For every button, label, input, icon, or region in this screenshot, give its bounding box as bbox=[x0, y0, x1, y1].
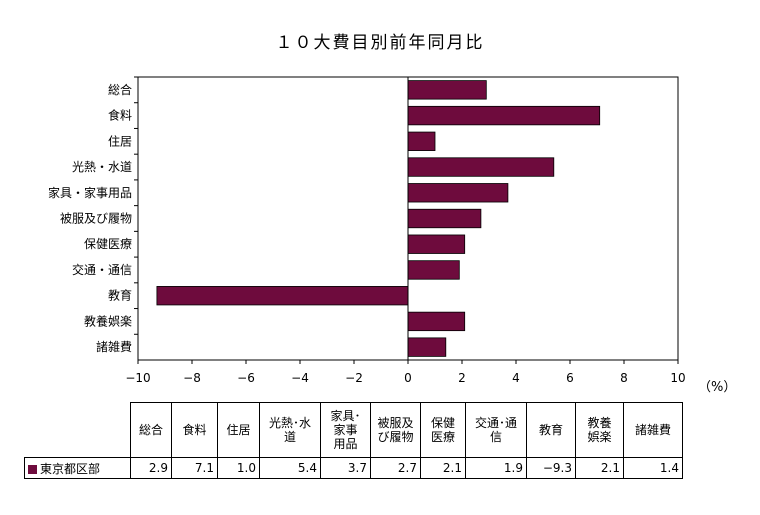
column-header: 光熱･水道 bbox=[259, 402, 321, 458]
bar-7 bbox=[407, 260, 460, 280]
series-color-marker bbox=[28, 464, 37, 474]
bar-8 bbox=[156, 286, 409, 306]
column-header: 被服及 び履物 bbox=[370, 402, 421, 458]
unit-label: （%） bbox=[698, 380, 737, 395]
column-header: 食料 bbox=[171, 402, 218, 458]
category-label: 被服及び履物 bbox=[60, 212, 132, 226]
table-row: 東京都区部 2.9 7.1 1.0 5.4 3.7 2.7 2.1 1.9 −9.3 2.1 1.4 bbox=[24, 457, 683, 479]
table-cell: 2.1 bbox=[420, 457, 466, 479]
bar-0 bbox=[407, 80, 487, 100]
category-label: 教育 bbox=[108, 288, 132, 303]
table-cell: 5.4 bbox=[259, 457, 321, 479]
category-label: 交通・通信 bbox=[72, 262, 132, 277]
table-cell: 7.1 bbox=[171, 457, 218, 479]
category-label: 諸雑費 bbox=[96, 339, 132, 354]
category-label: 光熱・水道 bbox=[72, 160, 132, 174]
table-corner bbox=[24, 402, 131, 458]
column-header: 諸雑費 bbox=[623, 402, 683, 458]
column-header: 教養 娯楽 bbox=[575, 402, 624, 458]
x-tick-label: −6 bbox=[237, 371, 255, 385]
category-label: 総合 bbox=[108, 82, 132, 97]
table-cell: 1.4 bbox=[623, 457, 683, 479]
series-name: 東京都区部 bbox=[40, 461, 101, 476]
x-tick-label: 8 bbox=[620, 371, 628, 385]
x-tick-label: 6 bbox=[566, 371, 574, 385]
x-tick-label: −2 bbox=[345, 371, 363, 385]
bar-5 bbox=[407, 208, 482, 229]
table-cell: 2.9 bbox=[130, 457, 172, 479]
table-header-row: 総合 食料 住居 光熱･水道家具･ 家事 用品 被服及 び履物 保健 医療 交通･通信教育 教養 娯楽諸… bbox=[24, 402, 683, 458]
column-header: 保健 医療 bbox=[420, 402, 466, 458]
bar-9 bbox=[407, 311, 466, 332]
series-row-label: 東京都区部 bbox=[24, 457, 131, 479]
table-cell: 2.1 bbox=[575, 457, 624, 479]
bar-chart: −10 −8 −6 −4 −2 0 2 4 6 8 10 総合食料住居光熱・水道家具・家事用品被服及… bbox=[48, 76, 686, 385]
bar-10 bbox=[407, 337, 447, 357]
category-label: 食料 bbox=[108, 108, 132, 123]
bar-1 bbox=[407, 105, 601, 126]
category-label: 家具・家事用品 bbox=[48, 185, 132, 200]
bar-6 bbox=[407, 234, 466, 254]
column-header: 家具･ 家事 用品 bbox=[320, 402, 371, 458]
x-tick-label: 10 bbox=[670, 371, 685, 385]
x-tick-label: −8 bbox=[183, 371, 201, 385]
category-label: 住居 bbox=[108, 134, 132, 148]
x-tick-label: −10 bbox=[125, 371, 150, 385]
chart-title: １０大費目別前年同月比 bbox=[275, 33, 485, 53]
x-tick-label: 4 bbox=[512, 371, 520, 385]
table-cell: −9.3 bbox=[526, 457, 576, 479]
column-header: 住居 bbox=[217, 402, 260, 458]
x-tick-label: 0 bbox=[404, 371, 412, 385]
column-header: 教育 bbox=[526, 402, 576, 458]
table-cell: 1.0 bbox=[217, 457, 260, 479]
table-cell: 3.7 bbox=[320, 457, 371, 479]
table-cell: 1.9 bbox=[465, 457, 527, 479]
x-tick-label: 2 bbox=[458, 371, 466, 385]
category-label: 教養娯楽 bbox=[84, 313, 132, 328]
column-header: 総合 bbox=[130, 402, 172, 458]
bar-3 bbox=[407, 157, 555, 177]
category-label: 保健医療 bbox=[84, 237, 132, 251]
bar-4 bbox=[407, 183, 509, 203]
bar-2 bbox=[407, 131, 436, 151]
data-table: 総合 食料 住居 光熱･水道家具･ 家事 用品 被服及 び履物 保健 医療 交通･通信教育 教養 娯楽諸… bbox=[24, 402, 683, 479]
column-header: 交通･通信 bbox=[465, 402, 527, 458]
x-tick-label: −4 bbox=[291, 371, 309, 385]
table-cell: 2.7 bbox=[370, 457, 421, 479]
